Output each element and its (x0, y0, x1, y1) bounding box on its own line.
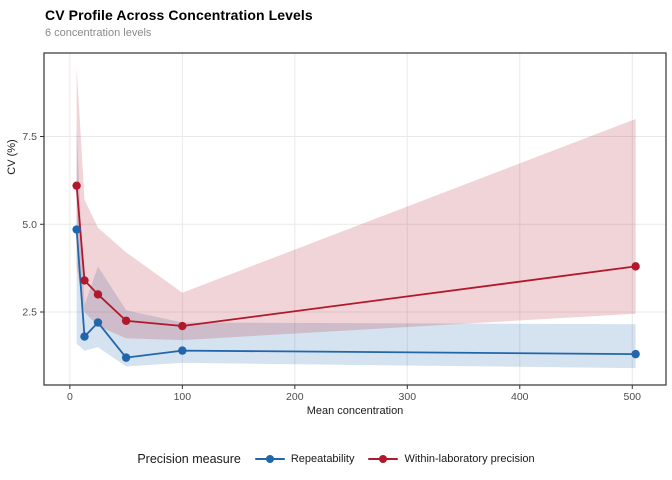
chart-subtitle: 6 concentration levels (45, 27, 152, 39)
data-point-0 (80, 332, 89, 341)
data-point-1 (80, 276, 89, 285)
data-point-1 (72, 181, 81, 190)
x-tick-label: 300 (399, 391, 417, 403)
data-point-0 (178, 346, 187, 355)
y-tick-label: 2.5 (22, 307, 37, 319)
data-point-1 (178, 321, 187, 331)
data-point-0 (631, 349, 640, 359)
data-point-0 (93, 318, 103, 327)
data-point-1 (121, 316, 131, 325)
plot-panel (44, 53, 666, 385)
x-tick-label: 400 (511, 391, 529, 403)
x-axis-title: Mean concentration (307, 405, 404, 417)
confidence-ribbon-0 (76, 125, 636, 369)
data-point-0 (121, 353, 131, 362)
confidence-ribbon-1 (76, 66, 636, 341)
data-point-0 (72, 225, 81, 234)
y-axis-title: CV (%) (6, 139, 18, 174)
data-point-1 (631, 262, 640, 271)
data-point-1 (93, 290, 103, 299)
x-tick-label: 0 (67, 391, 73, 403)
x-tick-label: 100 (174, 391, 192, 403)
series-line-1 (75, 185, 636, 327)
series-line-0 (75, 229, 636, 359)
chart-legend: Precision measure Repeatability Within-l… (0, 444, 672, 474)
chart-title: CV Profile Across Concentration Levels (45, 7, 313, 23)
legend-item-within-lab: Within-laboratory precision (368, 452, 535, 466)
panel-border (43, 52, 667, 386)
line-point-key-icon (368, 452, 399, 466)
y-tick-label: 5.0 (22, 219, 37, 231)
y-tick-label: 7.5 (22, 131, 37, 143)
legend-label: Within-laboratory precision (404, 453, 535, 465)
line-point-key-icon (254, 452, 285, 466)
x-tick-label: 500 (623, 391, 641, 403)
x-tick-label: 200 (286, 391, 304, 403)
legend-label: Repeatability (290, 453, 355, 465)
legend-item-repeatability: Repeatability (254, 452, 355, 466)
chart-canvas: 2.5 5.0 7.5 0 100 200 300 400 500 Mean concentrat… (6, 52, 667, 417)
legend-title: Precision measure (137, 452, 241, 466)
